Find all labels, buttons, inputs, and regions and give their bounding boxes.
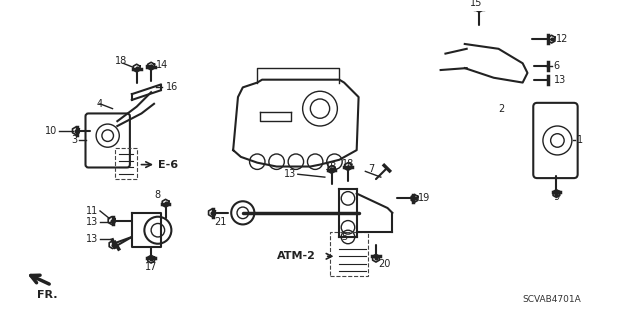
Text: 16: 16	[166, 82, 178, 93]
Text: 14: 14	[156, 60, 168, 70]
Bar	[330, 232, 368, 276]
Text: 21: 21	[214, 218, 226, 227]
Text: 13: 13	[86, 234, 98, 244]
Text: 13: 13	[86, 218, 98, 227]
Text: 7: 7	[368, 164, 374, 174]
Text: 20: 20	[378, 259, 390, 269]
Text: 10: 10	[45, 126, 58, 136]
Text: 13: 13	[284, 169, 296, 179]
Text: 4: 4	[96, 99, 102, 109]
Text: 2: 2	[499, 104, 505, 114]
Text: 18: 18	[115, 56, 127, 66]
Text: 8: 8	[155, 190, 161, 200]
Text: 6: 6	[554, 61, 559, 71]
Text: 19: 19	[419, 193, 431, 204]
Text: 1: 1	[577, 136, 583, 145]
Text: 17: 17	[145, 262, 157, 272]
Text: 11: 11	[86, 206, 98, 216]
Text: 18: 18	[325, 161, 337, 172]
Text: 9: 9	[554, 192, 559, 203]
Bar	[115, 148, 137, 179]
Text: ATM-2: ATM-2	[276, 251, 316, 261]
Text: FR.: FR.	[37, 290, 58, 300]
Text: 5: 5	[341, 232, 348, 242]
Text: 13: 13	[554, 75, 566, 85]
Text: 18: 18	[342, 159, 355, 169]
Text: 3: 3	[71, 136, 77, 145]
Text: E-6: E-6	[158, 160, 178, 170]
Text: 12: 12	[556, 34, 568, 44]
Text: 15: 15	[470, 0, 483, 8]
Text: SCVAB4701A: SCVAB4701A	[523, 295, 581, 304]
